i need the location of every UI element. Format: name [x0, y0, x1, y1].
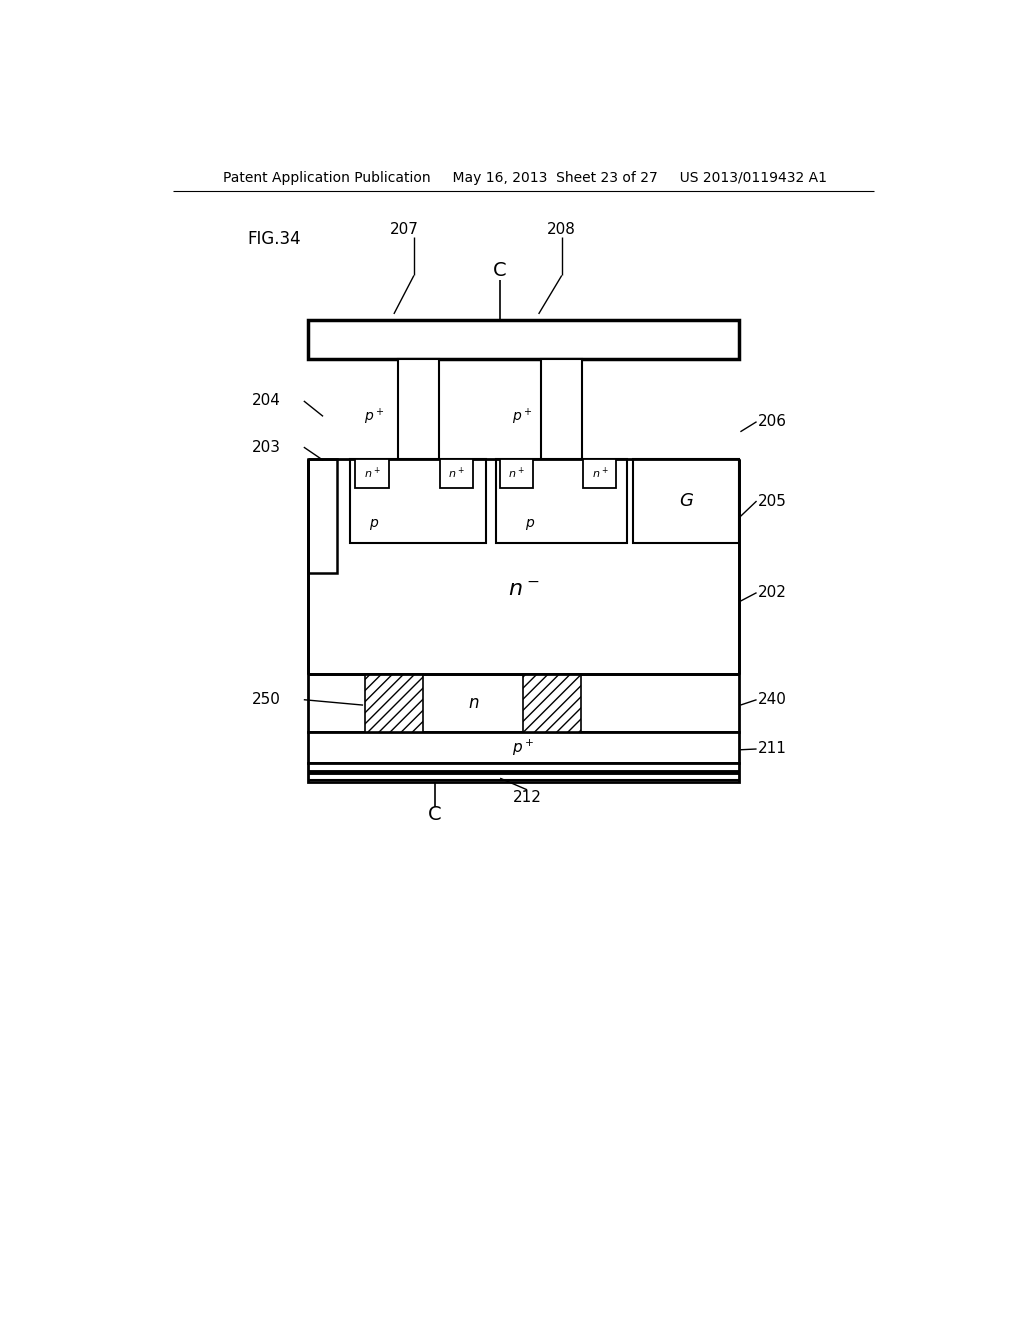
Text: 208: 208 [547, 222, 577, 236]
Text: 212: 212 [513, 789, 542, 805]
Text: C: C [428, 805, 441, 824]
Text: $p^+$: $p^+$ [512, 738, 535, 758]
Bar [523, 675, 581, 733]
Text: 203: 203 [252, 440, 282, 454]
Bar [307, 321, 739, 359]
Text: $p^+$: $p^+$ [364, 407, 384, 426]
Text: 207: 207 [389, 222, 419, 236]
Bar [500, 459, 534, 488]
Text: $n^-$: $n^-$ [508, 579, 539, 599]
Text: 206: 206 [758, 414, 787, 429]
Text: $n^+$: $n^+$ [508, 466, 525, 480]
Text: 204: 204 [252, 393, 282, 408]
Text: 211: 211 [758, 742, 787, 756]
Text: $p$: $p$ [525, 516, 536, 532]
Bar [350, 459, 486, 544]
Text: 240: 240 [758, 692, 787, 708]
Bar [366, 675, 423, 733]
Bar [397, 359, 438, 459]
Bar [634, 459, 739, 544]
Bar [307, 733, 739, 763]
Bar [440, 459, 473, 488]
Text: Patent Application Publication     May 16, 2013  Sheet 23 of 27     US 2013/0119: Patent Application Publication May 16, 2… [223, 170, 826, 185]
Text: 250: 250 [252, 692, 282, 708]
Text: $n$: $n$ [468, 694, 479, 713]
Text: $p^+$: $p^+$ [512, 407, 532, 426]
Bar [497, 459, 628, 544]
Bar [307, 675, 739, 733]
Text: $G$: $G$ [679, 492, 693, 510]
Bar [584, 459, 616, 488]
Bar [355, 459, 388, 488]
Text: C: C [494, 260, 507, 280]
Bar [307, 763, 739, 781]
Text: FIG.34: FIG.34 [248, 230, 301, 248]
Text: $n^+$: $n^+$ [449, 466, 465, 480]
Text: 202: 202 [758, 585, 787, 601]
Text: 205: 205 [758, 494, 787, 508]
Text: $n^+$: $n^+$ [364, 466, 380, 480]
Text: $p$: $p$ [369, 516, 379, 532]
Bar [307, 459, 337, 573]
Bar [541, 359, 582, 459]
Text: $n^+$: $n^+$ [592, 466, 608, 480]
